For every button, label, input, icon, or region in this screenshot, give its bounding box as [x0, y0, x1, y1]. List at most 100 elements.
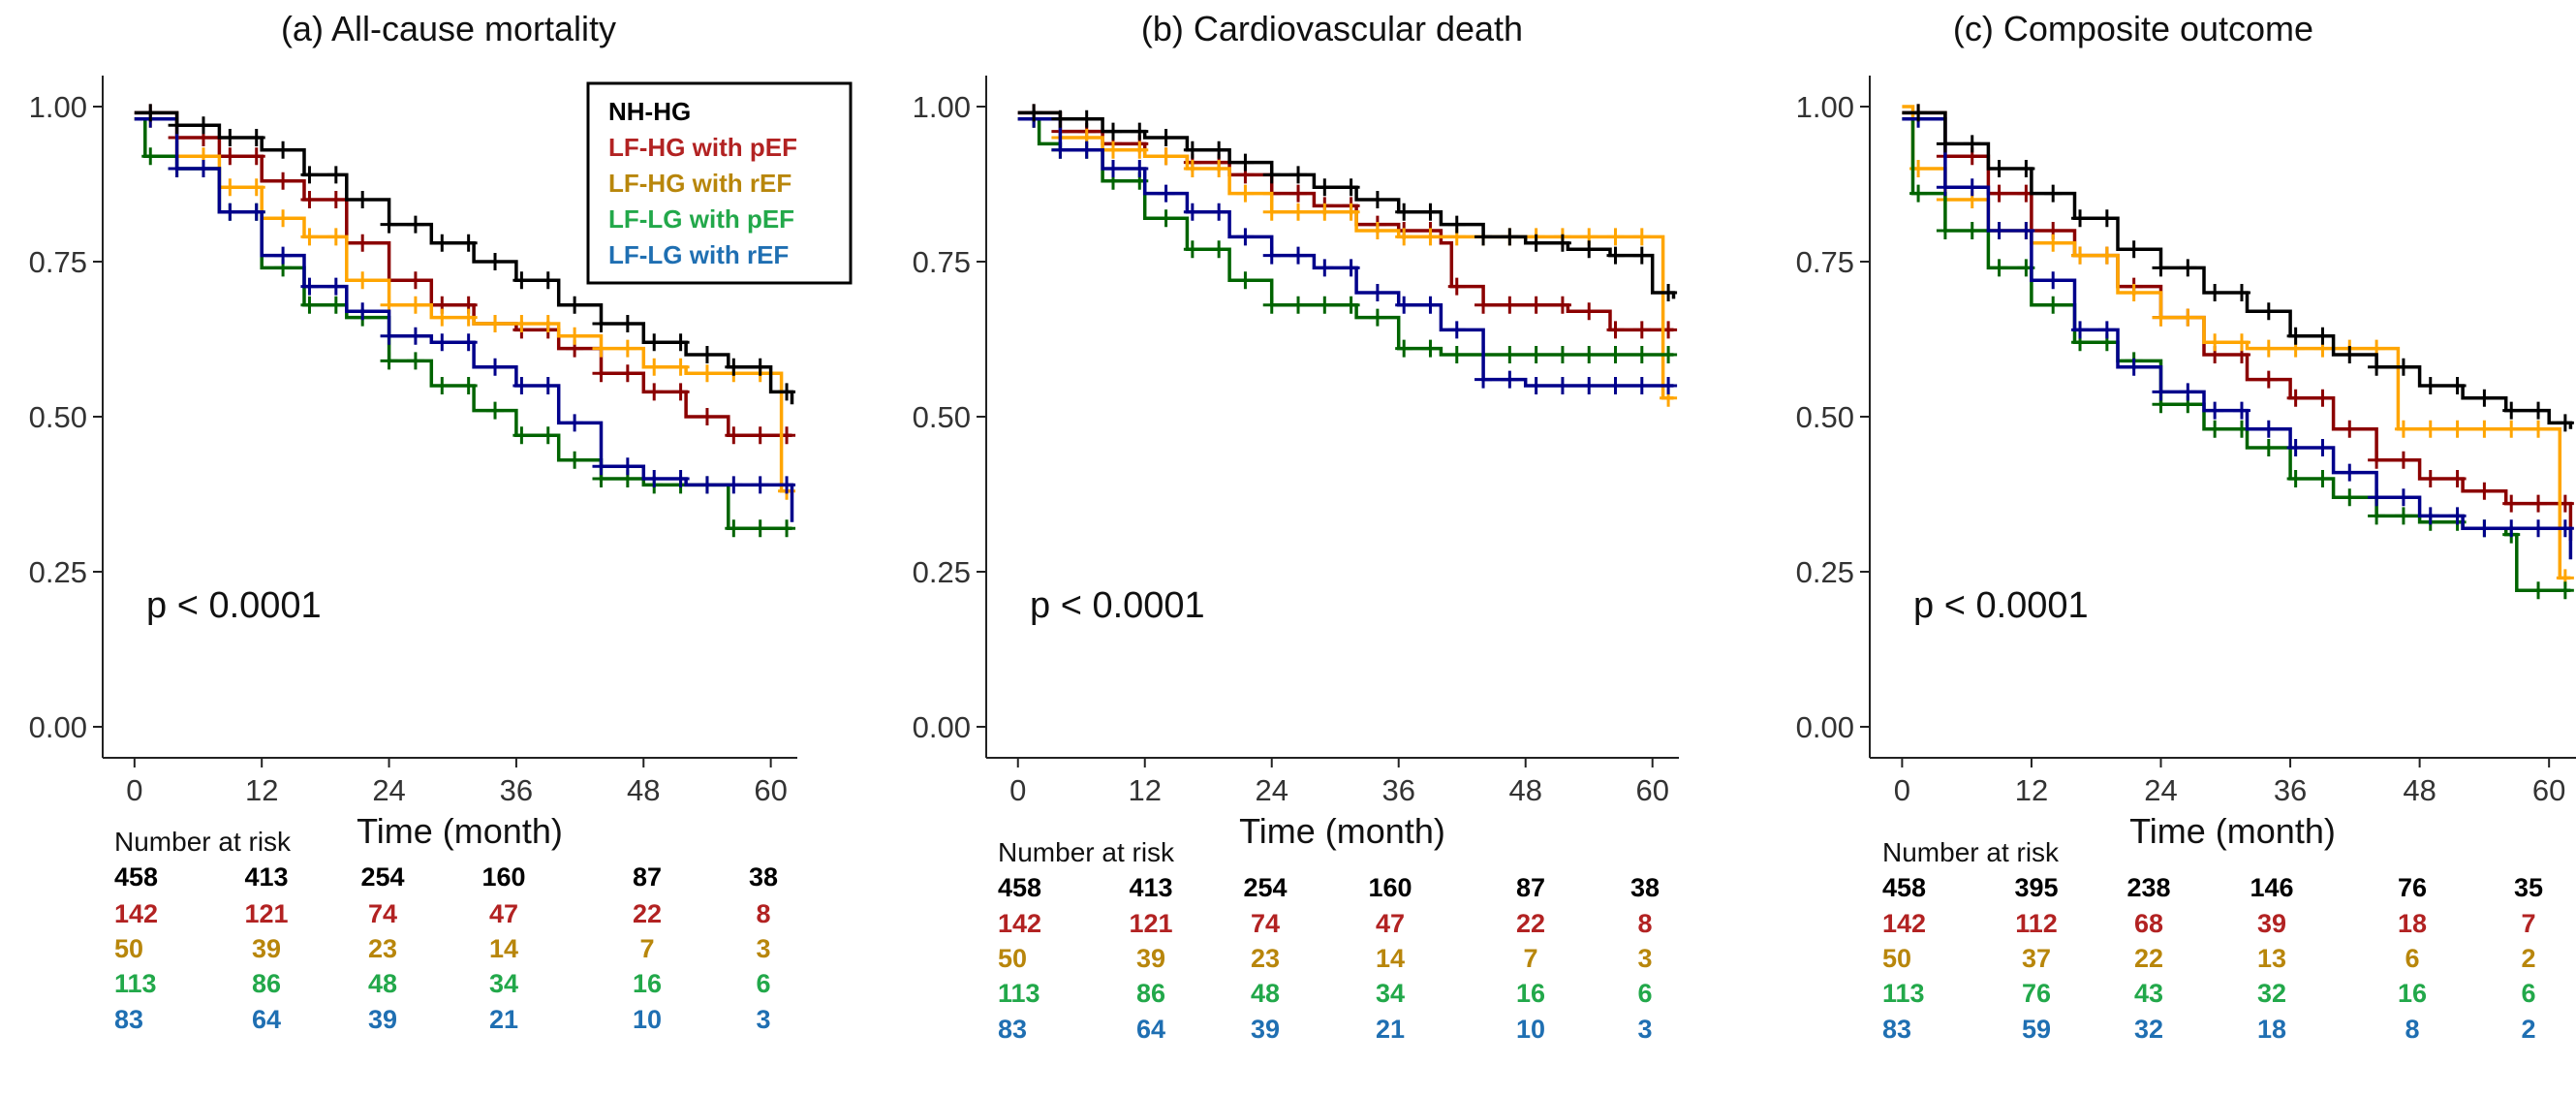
- risk-value-nh-hg: 413: [1129, 873, 1172, 902]
- risk-value-nh-hg: 254: [1243, 873, 1287, 902]
- censor-mark: [2368, 507, 2386, 525]
- censor-mark: [1051, 110, 1070, 128]
- risk-value-nh-hg: 87: [633, 862, 662, 892]
- censor-mark: [1368, 222, 1386, 239]
- censor-mark: [2206, 420, 2224, 438]
- y-tick-label: 0.75: [913, 245, 971, 279]
- x-tick-label: 0: [126, 773, 142, 807]
- censor-mark: [459, 333, 478, 352]
- risk-value-lf-lg-with-pef: 6: [2521, 979, 2535, 1008]
- censor-marks-lf-lg-with-ref: [1909, 110, 2574, 538]
- censor-mark: [1501, 228, 1519, 246]
- censor-mark: [1606, 346, 1625, 363]
- x-tick-label: 36: [500, 773, 533, 807]
- censor-mark: [1632, 346, 1651, 363]
- censor-mark: [2475, 482, 2494, 500]
- censor-mark: [1103, 122, 1122, 141]
- censor-mark: [2125, 284, 2143, 301]
- censor-mark: [274, 209, 293, 228]
- censor-mark: [1580, 240, 1598, 259]
- censor-mark: [671, 358, 690, 376]
- risk-value-lf-hg-with-pef: 74: [368, 899, 397, 928]
- censor-mark: [2368, 358, 2386, 376]
- censor-mark: [2097, 246, 2116, 265]
- censor-mark: [433, 377, 451, 394]
- censor-mark: [2529, 494, 2548, 513]
- risk-value-lf-hg-with-ref: 7: [639, 934, 654, 963]
- censor-mark: [1963, 135, 1981, 153]
- risk-value-lf-lg-with-ref: 39: [1251, 1015, 1280, 1044]
- risk-value-lf-lg-with-ref: 3: [756, 1005, 770, 1034]
- censor-mark: [512, 315, 531, 332]
- censor-mark: [1131, 122, 1149, 141]
- censor-mark: [671, 383, 690, 401]
- censor-mark: [1936, 222, 1954, 239]
- censor-mark: [141, 147, 160, 166]
- censor-mark: [247, 178, 265, 197]
- censor-mark: [380, 215, 398, 234]
- censor-mark: [1342, 203, 1360, 221]
- censor-mark: [2421, 377, 2439, 394]
- censor-mark: [671, 333, 690, 352]
- censor-mark: [380, 352, 398, 370]
- censor-mark: [1157, 184, 1175, 203]
- censor-mark: [618, 457, 636, 476]
- x-tick-label: 48: [627, 773, 660, 807]
- x-tick-label: 48: [2403, 773, 2436, 807]
- risk-value-nh-hg: 76: [2398, 873, 2427, 902]
- censor-mark: [2421, 507, 2439, 525]
- censor-mark: [2502, 519, 2521, 538]
- censor-mark: [1183, 240, 1201, 259]
- risk-value-lf-hg-with-pef: 142: [114, 899, 158, 928]
- censor-mark: [2044, 271, 2063, 290]
- risk-value-nh-hg: 458: [114, 862, 158, 892]
- censor-mark: [2259, 439, 2278, 456]
- censor-mark: [2448, 470, 2467, 487]
- risk-value-lf-hg-with-ref: 7: [1523, 944, 1537, 973]
- risk-value-lf-hg-with-pef: 22: [633, 899, 662, 928]
- risk-value-nh-hg: 254: [360, 862, 404, 892]
- panel-2: (b) Cardiovascular death 0.00 0.25 0.50 0.75…: [913, 9, 1679, 1044]
- censor-mark: [1262, 246, 1281, 265]
- censor-mark: [512, 426, 531, 445]
- censor-mark: [1632, 321, 1651, 339]
- censor-mark: [1077, 141, 1096, 159]
- censor-mark: [486, 315, 505, 332]
- panel-3: (c) Composite outcome 0.00 0.25 0.50 0.75 1.0…: [1796, 9, 2576, 1044]
- risk-value-nh-hg: 458: [1882, 873, 1926, 902]
- censor-mark: [2259, 420, 2278, 438]
- legend-item-lf-hg-with-ref: LF-HG with rEF: [608, 169, 791, 198]
- censor-mark: [566, 414, 584, 432]
- p-value-annotation: p < 0.0001: [1913, 585, 2089, 626]
- risk-value-lf-lg-with-pef: 76: [2022, 979, 2051, 1008]
- risk-value-nh-hg: 395: [2014, 873, 2058, 902]
- censor-mark: [2125, 240, 2143, 259]
- risk-value-lf-lg-with-ref: 3: [1637, 1015, 1652, 1044]
- risk-value-nh-hg: 35: [2514, 873, 2543, 902]
- risk-value-lf-hg-with-ref: 2: [2521, 944, 2535, 973]
- censor-mark: [566, 296, 584, 314]
- censor-mark: [2475, 420, 2494, 438]
- censor-mark: [2071, 321, 2090, 339]
- p-value-annotation: p < 0.0001: [146, 585, 322, 626]
- censor-mark: [2152, 259, 2170, 277]
- censor-mark: [1316, 296, 1334, 314]
- censor-mark: [1606, 246, 1625, 265]
- censor-mark: [2341, 463, 2359, 482]
- censor-mark: [2529, 420, 2548, 438]
- km-curve-nh-hg: [1902, 110, 2573, 429]
- censor-marks-lf-lg-with-ref: [141, 110, 796, 494]
- censor-mark: [2179, 308, 2197, 327]
- censor-mark: [168, 116, 186, 135]
- x-tick-label: 24: [1255, 773, 1288, 807]
- risk-value-lf-lg-with-pef: 48: [1251, 979, 1280, 1008]
- censor-mark: [751, 426, 769, 445]
- y-tick-label: 0.00: [1796, 710, 1854, 744]
- censor-mark: [1527, 346, 1545, 363]
- risk-value-lf-hg-with-pef: 22: [1516, 909, 1545, 938]
- censor-mark: [592, 315, 610, 332]
- censor-mark: [1421, 203, 1440, 221]
- risk-value-lf-lg-with-ref: 64: [252, 1005, 281, 1034]
- censor-mark: [698, 346, 716, 363]
- risk-value-nh-hg: 160: [1368, 873, 1412, 902]
